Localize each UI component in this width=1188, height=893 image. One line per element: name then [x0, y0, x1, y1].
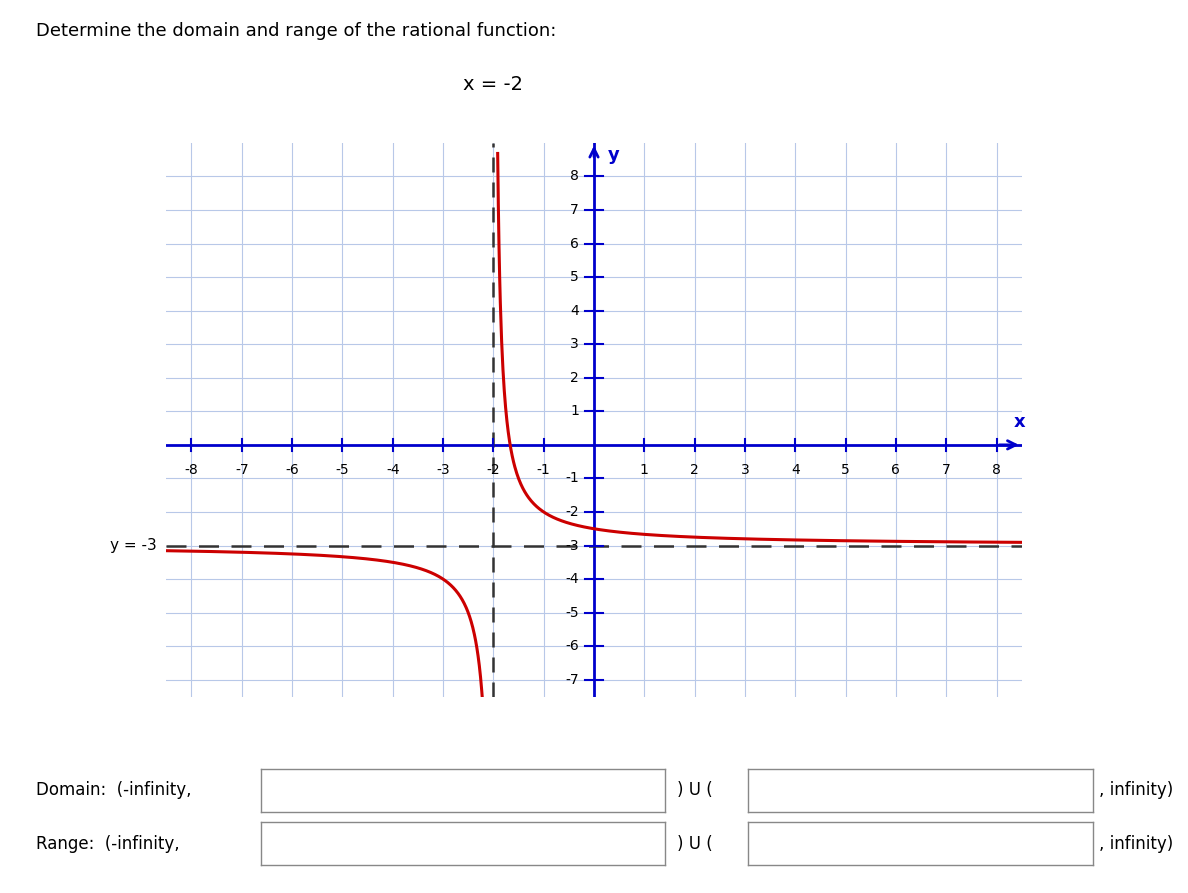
Text: -8: -8	[184, 463, 198, 478]
Text: y: y	[608, 146, 620, 164]
Text: ) U (: ) U (	[677, 835, 713, 853]
Text: Determine the domain and range of the rational function:: Determine the domain and range of the ra…	[36, 22, 556, 40]
Text: -4: -4	[565, 572, 579, 586]
Text: 1: 1	[570, 405, 579, 418]
Text: , infinity): , infinity)	[1099, 781, 1174, 799]
Text: x = -2: x = -2	[463, 75, 524, 94]
Text: -1: -1	[537, 463, 550, 478]
Text: -5: -5	[336, 463, 349, 478]
Text: -2: -2	[487, 463, 500, 478]
Text: 5: 5	[841, 463, 849, 478]
Text: Domain:  (-infinity,: Domain: (-infinity,	[36, 781, 191, 799]
Text: 1: 1	[640, 463, 649, 478]
Text: 8: 8	[992, 463, 1001, 478]
Text: 7: 7	[942, 463, 950, 478]
Text: -4: -4	[386, 463, 399, 478]
Text: 5: 5	[570, 270, 579, 284]
Text: Range:  (-infinity,: Range: (-infinity,	[36, 835, 179, 853]
Text: , infinity): , infinity)	[1099, 835, 1174, 853]
Text: x: x	[1013, 413, 1025, 430]
Text: 8: 8	[570, 170, 579, 183]
Text: ) U (: ) U (	[677, 781, 713, 799]
Text: 2: 2	[690, 463, 699, 478]
Text: -1: -1	[565, 472, 579, 486]
Text: -7: -7	[235, 463, 248, 478]
Text: -2: -2	[565, 505, 579, 519]
Text: -6: -6	[285, 463, 299, 478]
Text: -5: -5	[565, 605, 579, 620]
Text: 4: 4	[791, 463, 800, 478]
Text: 7: 7	[570, 203, 579, 217]
Text: 6: 6	[570, 237, 579, 251]
Text: 2: 2	[570, 371, 579, 385]
Text: -3: -3	[565, 538, 579, 553]
Text: -6: -6	[565, 639, 579, 653]
Text: y = -3: y = -3	[109, 538, 157, 553]
Text: -7: -7	[565, 672, 579, 687]
Text: 3: 3	[570, 338, 579, 351]
Text: 6: 6	[891, 463, 901, 478]
Text: 3: 3	[740, 463, 750, 478]
Text: -3: -3	[436, 463, 450, 478]
Text: 4: 4	[570, 304, 579, 318]
